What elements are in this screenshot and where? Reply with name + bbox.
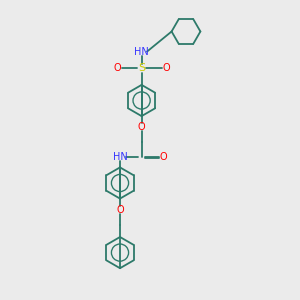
Text: HN: HN: [112, 152, 128, 162]
Text: O: O: [113, 63, 121, 74]
Text: O: O: [116, 205, 124, 215]
Text: O: O: [162, 63, 170, 74]
Text: O: O: [159, 152, 167, 162]
Text: S: S: [138, 63, 145, 74]
Text: HN: HN: [134, 46, 149, 57]
Text: O: O: [138, 122, 146, 132]
